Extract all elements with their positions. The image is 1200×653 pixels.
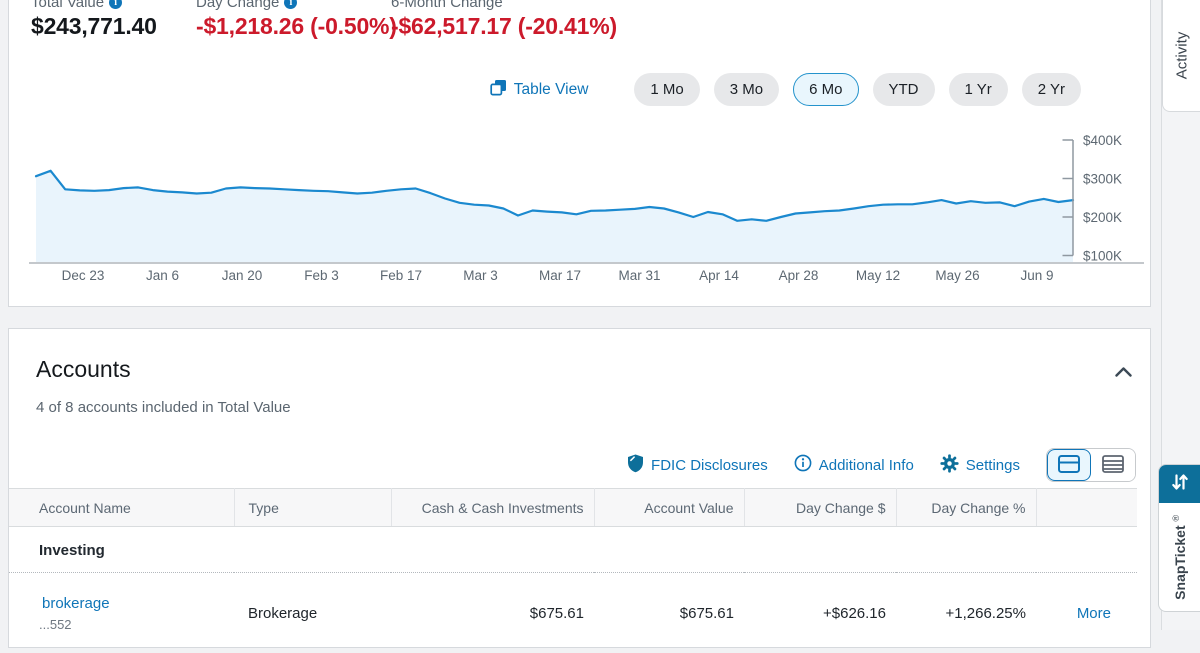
- group-row-investing: Investing: [9, 527, 1137, 573]
- group-label: Investing: [9, 527, 1137, 573]
- activity-tab[interactable]: Activity: [1162, 0, 1200, 112]
- settings-label: Settings: [966, 457, 1020, 474]
- more-cell: More: [1036, 573, 1137, 653]
- accounts-table: Account Name Type Cash & Cash Investment…: [9, 488, 1137, 653]
- day-change-label: Day Change: [196, 0, 279, 11]
- svg-text:Mar 17: Mar 17: [539, 268, 581, 283]
- list-view-icon: [1102, 455, 1124, 476]
- col-actions: [1036, 489, 1137, 527]
- day-change-value: -$1,218.26 (-0.50%): [196, 13, 391, 40]
- gear-icon: [940, 454, 959, 477]
- account-name-link[interactable]: brokerage: [42, 595, 110, 612]
- chevron-up-icon: [1115, 365, 1132, 380]
- fdic-disclosures-link[interactable]: FDIC Disclosures: [627, 454, 768, 477]
- svg-text:$200K: $200K: [1083, 210, 1122, 225]
- svg-text:$400K: $400K: [1083, 133, 1122, 148]
- range-pill-2-yr[interactable]: 2 Yr: [1022, 73, 1081, 106]
- cash-cell: $675.61: [391, 573, 594, 653]
- accounts-toolbar: FDIC Disclosures Additional Info: [627, 448, 1136, 482]
- day-change-stat: Day Change i -$1,218.26 (-0.50%): [196, 0, 391, 40]
- account-type-cell: Brokerage: [234, 573, 391, 653]
- card-view-button[interactable]: [1047, 449, 1091, 481]
- col-account-name: Account Name: [9, 489, 234, 527]
- range-pill-ytd[interactable]: YTD: [873, 73, 935, 106]
- svg-text:May 12: May 12: [856, 268, 900, 283]
- view-toggle-group: [1046, 448, 1136, 482]
- svg-text:Feb 3: Feb 3: [304, 268, 339, 283]
- range-pill-1-yr[interactable]: 1 Yr: [949, 73, 1008, 106]
- col-day-change-pct: Day Change %: [896, 489, 1036, 527]
- range-pill-1-mo[interactable]: 1 Mo: [634, 73, 699, 106]
- shield-icon: [627, 454, 644, 477]
- day-change-pct-cell: +1,266.25%: [896, 573, 1036, 653]
- snapticket-label: SnapTicket: [1172, 525, 1188, 599]
- portfolio-area-chart: $400K $300K $200K $100K Dec 23 Jan 6 Jan 20 Feb…: [9, 131, 1150, 289]
- table-row: brokerage ...552 Brokerage $675.61 $675.…: [9, 573, 1137, 653]
- registered-mark: ®: [1171, 515, 1181, 522]
- total-value: $243,771.40: [31, 13, 196, 40]
- table-view-icon: [490, 79, 507, 101]
- svg-text:Mar 31: Mar 31: [618, 268, 660, 283]
- activity-tab-label: Activity: [1173, 32, 1190, 80]
- total-value-stat: Total Value i $243,771.40: [31, 0, 196, 40]
- svg-text:Apr 28: Apr 28: [779, 268, 819, 283]
- svg-text:Dec 23: Dec 23: [62, 268, 105, 283]
- snapticket-header: [1159, 465, 1200, 503]
- settings-link[interactable]: Settings: [940, 454, 1020, 477]
- accounts-subtitle: 4 of 8 accounts included in Total Value: [36, 399, 291, 416]
- info-icon[interactable]: i: [284, 0, 297, 9]
- svg-text:Jan 20: Jan 20: [222, 268, 263, 283]
- accounts-panel: Accounts 4 of 8 accounts included in Tot…: [8, 328, 1151, 648]
- list-view-button[interactable]: [1091, 449, 1135, 481]
- six-month-change-stat: 6-Month Change -$62,517.17 (-20.41%): [391, 0, 617, 40]
- total-value-label: Total Value: [31, 0, 104, 11]
- range-pill-3-mo[interactable]: 3 Mo: [714, 73, 779, 106]
- account-number-masked: ...552: [39, 617, 233, 632]
- svg-text:Mar 3: Mar 3: [463, 268, 498, 283]
- range-pill-6-mo[interactable]: 6 Mo: [793, 73, 858, 106]
- time-range-pills: 1 Mo 3 Mo 6 Mo YTD 1 Yr 2 Yr: [634, 73, 1081, 106]
- six-month-change-value: -$62,517.17 (-20.41%): [391, 13, 617, 40]
- col-type: Type: [234, 489, 391, 527]
- additional-info-link[interactable]: Additional Info: [794, 454, 914, 476]
- chart-controls: Table View 1 Mo 3 Mo 6 Mo YTD 1 Yr 2 Yr: [490, 73, 1081, 106]
- table-view-label: Table View: [514, 81, 589, 99]
- additional-info-label: Additional Info: [819, 457, 914, 474]
- summary-stats: Total Value i $243,771.40 Day Change i -…: [31, 0, 617, 40]
- collapse-accounts-button[interactable]: [1115, 365, 1132, 380]
- svg-text:Jan 6: Jan 6: [146, 268, 179, 283]
- svg-text:Feb 17: Feb 17: [380, 268, 422, 283]
- fdic-disclosures-label: FDIC Disclosures: [651, 457, 768, 474]
- svg-text:$300K: $300K: [1083, 172, 1122, 187]
- snapticket-tab[interactable]: SnapTicket ®: [1158, 464, 1200, 612]
- col-day-change-dollar: Day Change $: [744, 489, 896, 527]
- col-account-value: Account Value: [594, 489, 744, 527]
- col-cash: Cash & Cash Investments: [391, 489, 594, 527]
- info-circle-icon: [794, 454, 812, 476]
- portfolio-summary-panel: Total Value i $243,771.40 Day Change i -…: [8, 0, 1151, 307]
- table-view-button[interactable]: Table View: [490, 79, 589, 101]
- account-name-cell: brokerage ...552: [9, 573, 234, 653]
- split-view-icon: [1058, 455, 1080, 476]
- svg-text:Jun 9: Jun 9: [1020, 268, 1053, 283]
- accounts-title: Accounts: [36, 356, 131, 383]
- account-value-cell: $675.61: [594, 573, 744, 653]
- svg-text:$100K: $100K: [1083, 249, 1122, 264]
- table-header-row: Account Name Type Cash & Cash Investment…: [9, 489, 1137, 527]
- svg-text:May 26: May 26: [935, 268, 979, 283]
- arrows-up-down-icon: [1170, 472, 1190, 497]
- svg-text:Apr 14: Apr 14: [699, 268, 739, 283]
- six-month-change-label: 6-Month Change: [391, 0, 503, 11]
- day-change-cell: +$626.16: [744, 573, 896, 653]
- snapticket-body: SnapTicket ®: [1159, 503, 1200, 611]
- more-link[interactable]: More: [1077, 605, 1111, 622]
- info-icon[interactable]: i: [109, 0, 122, 9]
